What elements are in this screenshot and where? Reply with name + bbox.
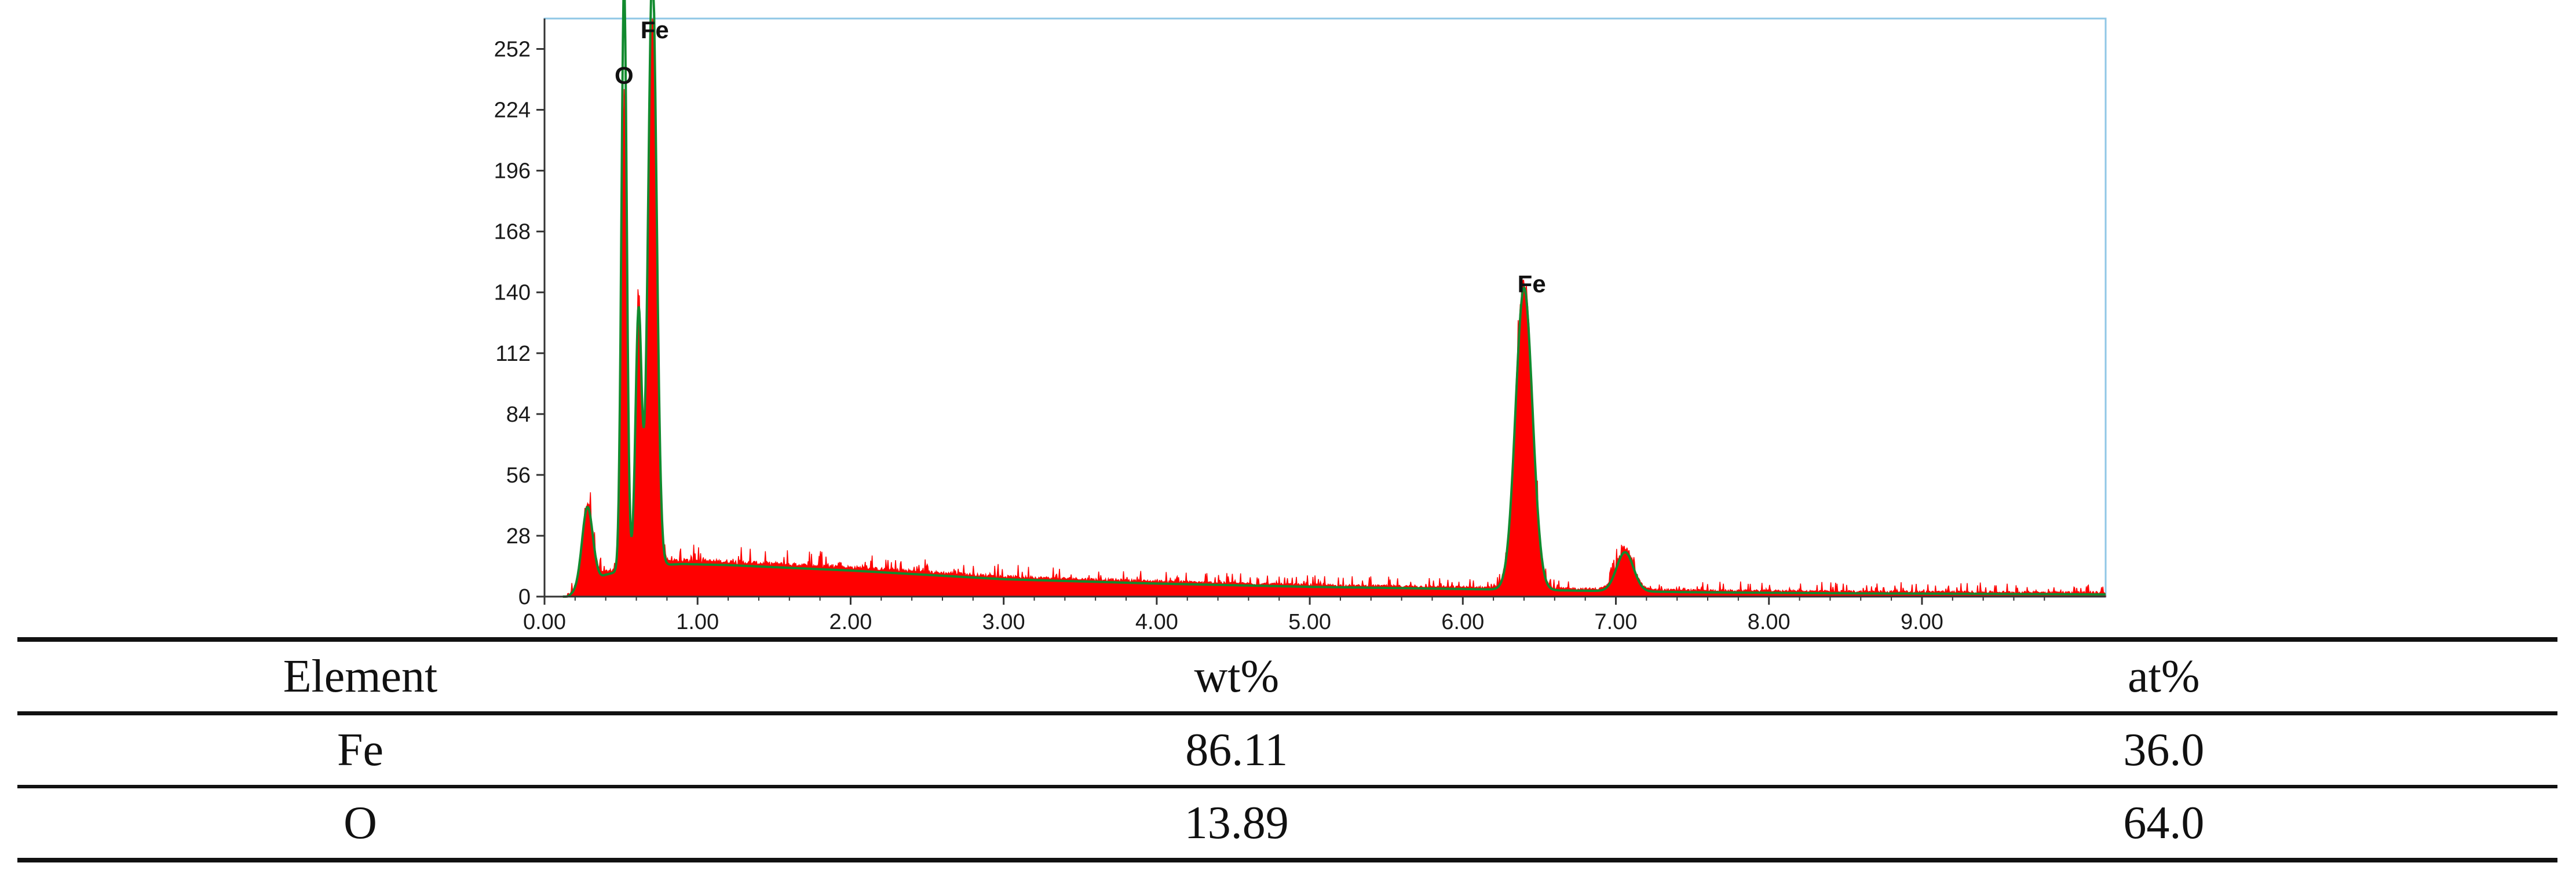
y-tick-label: 0 bbox=[518, 585, 531, 609]
x-tick-label: 5.00 bbox=[1288, 610, 1331, 634]
y-tick-label: 140 bbox=[494, 281, 531, 305]
composition-table-container: Element wt% at% Fe 86.11 36.0 O 13.89 64… bbox=[17, 637, 2557, 862]
table-row: Fe 86.11 36.0 bbox=[17, 713, 2557, 788]
y-tick-label: 56 bbox=[506, 463, 531, 488]
x-tick-label: 7.00 bbox=[1595, 610, 1638, 634]
peak-label: O bbox=[615, 62, 634, 89]
header-at-percent: at% bbox=[1770, 637, 2557, 715]
x-tick-label: 1.00 bbox=[676, 610, 719, 634]
x-tick-label: 8.00 bbox=[1748, 610, 1791, 634]
header-element: Element bbox=[17, 637, 703, 715]
y-tick-label: 196 bbox=[494, 159, 531, 184]
x-tick-label: 6.00 bbox=[1441, 610, 1484, 634]
x-tick-label: 0.00 bbox=[523, 610, 566, 634]
cell-at-percent: 64.0 bbox=[1770, 787, 2557, 862]
y-tick-label: 252 bbox=[494, 38, 531, 62]
y-tick-label: 168 bbox=[494, 220, 531, 244]
peak-label: Fe bbox=[641, 16, 669, 43]
cell-wt-percent: 86.11 bbox=[703, 713, 1770, 788]
x-tick-label: 4.00 bbox=[1135, 610, 1178, 634]
x-tick-label: 9.00 bbox=[1901, 610, 1943, 634]
y-tick-label: 224 bbox=[494, 98, 531, 123]
table-header-row: Element wt% at% bbox=[17, 637, 2557, 715]
composition-table: Element wt% at% Fe 86.11 36.0 O 13.89 64… bbox=[17, 637, 2557, 862]
table-row: O 13.89 64.0 bbox=[17, 787, 2557, 862]
header-wt-percent: wt% bbox=[703, 637, 1770, 715]
spectrum-area bbox=[562, 18, 2106, 597]
cell-wt-percent: 13.89 bbox=[703, 787, 1770, 862]
x-tick-label: 2.00 bbox=[829, 610, 872, 634]
x-tick-label: 3.00 bbox=[982, 610, 1025, 634]
y-tick-label: 84 bbox=[506, 403, 531, 427]
y-tick-label: 28 bbox=[506, 524, 531, 549]
y-tick-label: 112 bbox=[495, 342, 531, 366]
cell-element: Fe bbox=[17, 713, 703, 788]
cell-at-percent: 36.0 bbox=[1770, 713, 2557, 788]
peak-label: Fe bbox=[1518, 270, 1546, 298]
cell-element: O bbox=[17, 787, 703, 862]
eds-spectrum-chart: 0 28 56 84 112 140 168 196 224 252 0.00 1.00 2.00 3.… bbox=[494, 0, 2107, 634]
fit-line bbox=[562, 0, 2106, 598]
plot-frame bbox=[543, 17, 2107, 598]
